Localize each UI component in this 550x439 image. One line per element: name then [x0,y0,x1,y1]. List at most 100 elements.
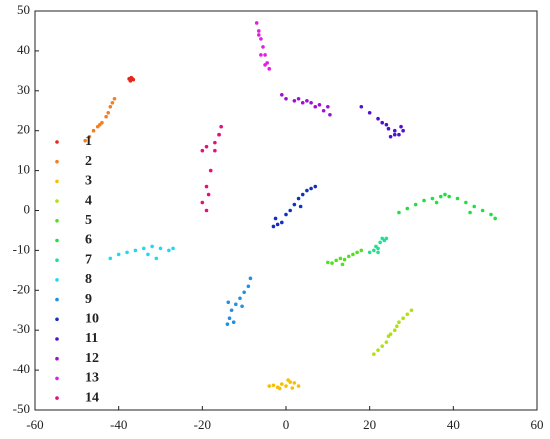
legend-marker [55,317,59,322]
legend-marker [55,238,59,243]
legend-marker [55,396,59,400]
point [438,194,443,199]
point [158,246,163,251]
x-tick-label: -20 [194,417,211,432]
point [150,244,154,249]
point [225,322,230,327]
legend-marker [55,376,59,381]
point [342,257,347,262]
point [267,67,272,71]
point [133,248,138,253]
point [267,384,272,388]
point [305,188,309,193]
point [455,196,460,201]
point [384,236,389,241]
y-tick-label: -30 [13,321,30,336]
point [384,340,389,344]
plot-frame [34,10,538,411]
point [254,21,259,25]
point [271,383,276,388]
point [392,128,397,133]
legend-marker [55,297,59,302]
point [108,256,113,261]
point [447,194,451,199]
point [146,252,150,257]
point [292,202,297,207]
point [240,304,244,309]
point [480,208,485,213]
x-tick-label: 20 [363,417,376,432]
point [372,352,376,356]
legend-label: 5 [85,213,92,228]
point [296,384,301,388]
legend-label: 8 [85,272,92,287]
legend-label: 12 [85,351,99,366]
point [271,224,276,229]
point [430,196,435,201]
point [296,196,301,201]
point [397,210,401,215]
point [376,250,380,255]
point [280,382,284,386]
point [275,222,280,227]
point [284,212,288,217]
point [397,132,401,137]
point [231,320,236,325]
legend-marker [55,258,59,263]
legend-label: 7 [85,252,92,267]
point [317,102,322,107]
point [434,200,439,205]
point [204,144,209,149]
point [468,210,472,215]
legend-label: 1 [85,134,92,149]
point [277,386,282,391]
point [200,200,205,205]
point [489,212,493,217]
x-tick-label: 60 [531,417,544,432]
legend-label: 4 [85,193,92,208]
point [443,192,447,197]
legend-marker [55,199,59,203]
point [397,320,401,325]
point [217,132,221,137]
point [359,248,364,253]
y-tick-label: -20 [13,281,30,296]
point [386,126,391,131]
legend-label: 2 [85,154,92,169]
point [171,246,175,251]
y-tick-label: 30 [17,82,30,97]
point [376,348,380,352]
point [346,254,351,259]
point [384,122,389,127]
point [238,296,242,301]
legend-marker [55,337,59,341]
point [309,186,313,191]
point [392,328,397,333]
y-tick-label: -40 [13,361,30,376]
point [284,384,288,388]
point [296,96,301,101]
point [405,312,410,317]
point [386,334,391,338]
legend-label: 9 [85,292,92,307]
point [401,128,405,133]
point [351,252,355,257]
legend-marker [55,219,59,223]
point [219,124,223,129]
y-tick-label: 0 [24,201,31,216]
point [108,104,113,109]
point [422,198,426,203]
legend-label: 14 [85,390,99,405]
point [204,184,209,189]
point [409,308,414,313]
legend-label: 11 [85,331,98,346]
x-tick-label: -40 [110,417,127,432]
x-tick-label: 0 [283,417,290,432]
point [208,168,213,173]
point [112,96,117,101]
point [464,200,468,205]
point [213,140,217,145]
point [334,258,339,263]
point [355,250,359,255]
point [213,148,217,153]
